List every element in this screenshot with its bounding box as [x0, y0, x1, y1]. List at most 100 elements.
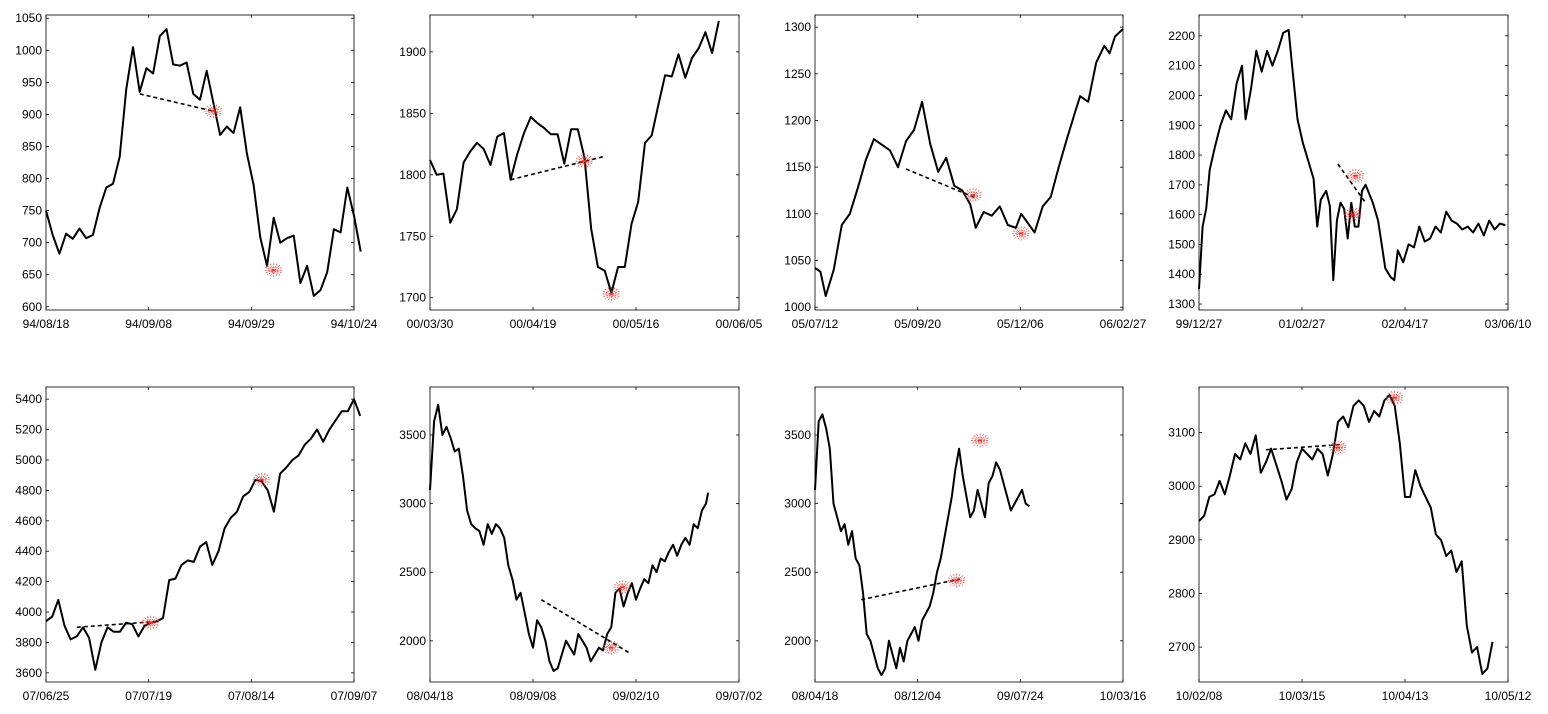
x-tick-label: 07/07/19 [125, 689, 172, 703]
y-tick-label: 650 [22, 268, 42, 282]
y-tick-label: 1000 [784, 300, 811, 314]
signal-marker [1012, 226, 1031, 241]
y-tick-label: 750 [22, 204, 42, 218]
x-tick-label: 06/02/27 [1100, 317, 1147, 331]
y-tick-label: 4400 [15, 544, 42, 558]
y-tick-label: 3500 [399, 428, 426, 442]
x-tick-label: 00/03/30 [407, 317, 454, 331]
chart-panel-4: 1300 1400 1500 1600 1700 1800 1900 2000 2100 2200… [1168, 14, 1532, 331]
y-tick-label: 700 [22, 236, 42, 250]
price-series-line [1198, 28, 1506, 290]
price-series-line [429, 20, 720, 294]
y-tick-label: 2500 [399, 565, 426, 579]
y-tick-label: 3100 [1168, 426, 1195, 440]
signal-marker [575, 154, 594, 169]
x-tick-label: 94/09/29 [228, 317, 275, 331]
signal-marker [964, 188, 983, 203]
x-tick-label: 05/12/06 [997, 317, 1044, 331]
y-tick-label: 4200 [15, 575, 42, 589]
chart-panel-2: 1700 1750 1800 1850 1900 00/03/30 00/04/19 00/0… [399, 14, 763, 331]
trend-line [540, 598, 631, 654]
x-tick-label: 09/02/10 [613, 689, 660, 703]
price-series-line [45, 398, 362, 671]
signal-marker [971, 433, 990, 448]
x-tick-label: 00/04/19 [510, 317, 557, 331]
y-tick-label: 5000 [15, 453, 42, 467]
y-tick-label: 3000 [1168, 479, 1195, 493]
axes-frame [45, 386, 355, 683]
axes-frame [814, 14, 1124, 311]
y-tick-label: 900 [22, 107, 42, 121]
chart-panel-6: 2000 2500 3000 3500 08/04/18 08/09/08 09/02/10… [399, 386, 763, 703]
x-tick-label: 10/02/08 [1176, 689, 1223, 703]
y-tick-label: 1250 [784, 67, 811, 81]
y-tick-label: 1750 [399, 229, 426, 243]
x-tick-label: 05/07/12 [792, 317, 839, 331]
y-tick-label: 3000 [784, 497, 811, 511]
x-tick-label: 10/03/16 [1100, 689, 1147, 703]
y-tick-label: 1800 [399, 168, 426, 182]
price-series-line [814, 413, 1031, 677]
x-tick-label: 94/10/24 [331, 317, 378, 331]
y-tick-label: 1050 [784, 254, 811, 268]
signal-marker [1385, 390, 1404, 405]
x-tick-label: 07/06/25 [23, 689, 70, 703]
y-tick-label: 1200 [784, 113, 811, 127]
signal-marker [1346, 168, 1365, 183]
y-tick-label: 1300 [1168, 297, 1195, 311]
trend-line [76, 621, 151, 629]
signal-marker [602, 287, 621, 302]
x-tick-label: 10/04/13 [1382, 689, 1429, 703]
axes-frame [45, 14, 355, 311]
signal-marker [602, 640, 621, 655]
y-tick-label: 1900 [399, 45, 426, 59]
x-tick-label: 99/12/27 [1176, 317, 1223, 331]
x-tick-label: 09/07/24 [997, 689, 1044, 703]
signal-marker [947, 573, 966, 588]
y-tick-label: 600 [22, 300, 42, 314]
axes-frame [429, 14, 740, 311]
y-tick-label: 1800 [1168, 148, 1195, 162]
y-tick-label: 1850 [399, 106, 426, 120]
x-tick-label: 01/02/27 [1279, 317, 1326, 331]
y-tick-label: 800 [22, 172, 42, 186]
signal-marker [613, 580, 632, 595]
y-tick-label: 2500 [784, 565, 811, 579]
y-tick-label: 1150 [785, 160, 811, 174]
chart-panel-3: 1000 1050 1100 1150 1200 1250 1300 05/07/12 05/0… [784, 14, 1147, 331]
y-tick-label: 3600 [15, 666, 42, 680]
axes-frame [1198, 386, 1509, 683]
y-tick-label: 1050 [15, 11, 42, 25]
axes-frame [1198, 14, 1509, 311]
y-tick-label: 1100 [785, 207, 811, 221]
signal-marker [1344, 207, 1363, 222]
y-tick-label: 1000 [15, 43, 42, 57]
y-tick-label: 2800 [1168, 587, 1195, 601]
x-tick-label: 03/06/10 [1485, 317, 1532, 331]
chart-panel-8: 2700 2800 2900 3000 3100 10/02/08 10/03/15 10/0… [1168, 386, 1532, 703]
trend-line [139, 93, 214, 112]
y-tick-label: 950 [22, 75, 42, 89]
y-tick-label: 1500 [1168, 237, 1195, 251]
y-tick-label: 1300 [784, 20, 811, 34]
chart-panel-7: 2000 2500 3000 3500 08/04/18 08/12/04 09/07/24… [784, 386, 1147, 703]
y-tick-label: 4000 [15, 605, 42, 619]
y-tick-label: 2100 [1168, 59, 1195, 73]
y-tick-label: 1400 [1168, 267, 1195, 281]
x-tick-label: 07/08/14 [228, 689, 275, 703]
signal-marker [1329, 440, 1348, 455]
trend-line [1337, 163, 1367, 204]
signal-marker [252, 472, 271, 487]
y-tick-label: 3000 [399, 497, 426, 511]
x-tick-label: 00/05/16 [613, 317, 660, 331]
y-tick-label: 2200 [1168, 29, 1195, 43]
y-tick-label: 1700 [399, 291, 426, 305]
x-tick-label: 08/12/04 [894, 689, 941, 703]
trend-line [861, 578, 960, 601]
y-tick-label: 4600 [15, 514, 42, 528]
x-tick-label: 94/09/08 [125, 317, 172, 331]
y-tick-label: 1600 [1168, 208, 1195, 222]
signal-marker [204, 104, 223, 119]
trend-line [510, 155, 605, 181]
y-tick-label: 5400 [15, 392, 42, 406]
